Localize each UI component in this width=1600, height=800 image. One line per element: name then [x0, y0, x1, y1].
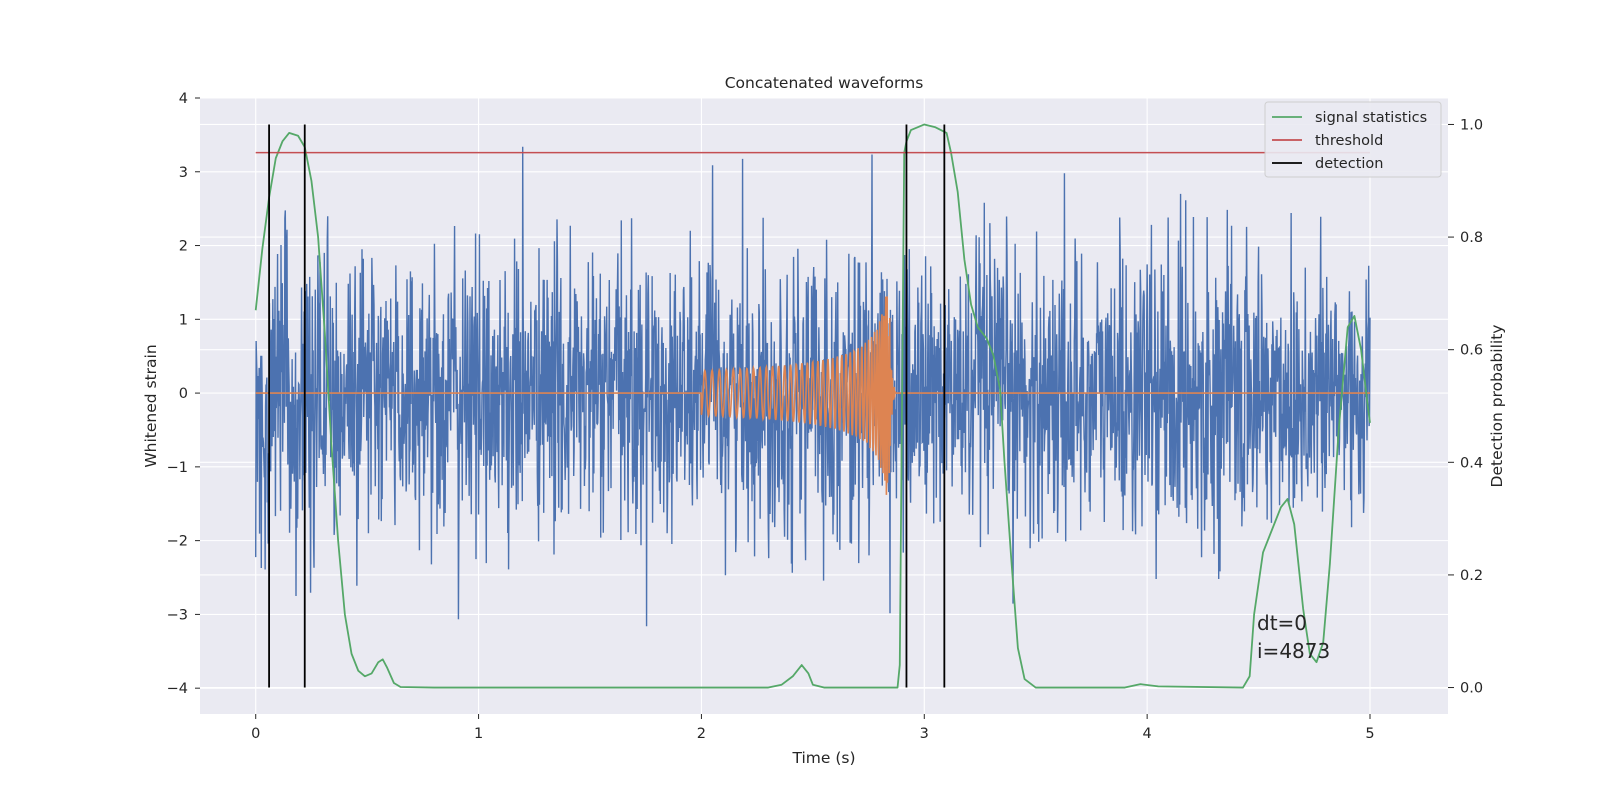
x-axis-label: Time (s) — [791, 749, 855, 767]
y2-tick-label: 0.0 — [1460, 681, 1483, 697]
x-tick-label: 1 — [474, 726, 483, 742]
chirp-signal-line — [255, 296, 1370, 495]
y2-tick-label: 0.6 — [1460, 343, 1483, 359]
y-axis-right: 0.0 0.2 0.4 0.6 0.8 1.0 — [1448, 117, 1483, 697]
signal-statistics-line — [254, 123, 1371, 689]
legend-label-threshold: threshold — [1315, 133, 1383, 149]
y2-tick-label: 0.8 — [1460, 230, 1483, 246]
x-tick-label: 3 — [920, 726, 929, 742]
y-tick-label: −4 — [167, 681, 188, 697]
y-tick-label: −3 — [167, 607, 188, 623]
x-tick-label: 2 — [697, 726, 706, 742]
y-tick-label: 1 — [179, 312, 188, 328]
y-tick-label: 4 — [179, 91, 188, 107]
x-tick-label: 0 — [251, 726, 260, 742]
data-layer — [254, 123, 1371, 689]
y-axis-left: −4 −3 −2 −1 0 1 2 3 4 — [167, 91, 200, 697]
y-tick-label: 3 — [179, 165, 188, 181]
y-tick-label: −1 — [167, 460, 188, 476]
legend-label-signal-statistics: signal statistics — [1315, 110, 1427, 126]
y2-tick-label: 0.4 — [1460, 455, 1483, 471]
x-tick-label: 5 — [1365, 726, 1374, 742]
x-axis: 0 1 2 3 4 5 — [251, 714, 1375, 742]
y-tick-label: 2 — [179, 239, 188, 255]
legend-label-detection: detection — [1315, 156, 1383, 172]
y-tick-label: 0 — [179, 386, 188, 402]
noise-waveform-line — [255, 146, 1371, 627]
annotation-index: i=4873 — [1257, 639, 1330, 663]
annotation-dt: dt=0 — [1257, 611, 1307, 635]
y-tick-label: −2 — [167, 534, 188, 550]
legend-box — [1264, 101, 1442, 178]
y2-axis-label: Detection probability — [1488, 325, 1506, 488]
y2-tick-label: 0.2 — [1460, 568, 1483, 584]
annotations: dt=0 i=4873 — [1257, 611, 1330, 663]
x-tick-label: 4 — [1143, 726, 1152, 742]
legend: signal statistics threshold detection — [1264, 101, 1442, 178]
chart-title: Concatenated waveforms — [725, 74, 924, 92]
y-axis-label: Whitened strain — [142, 344, 160, 467]
y2-tick-label: 1.0 — [1460, 117, 1483, 133]
